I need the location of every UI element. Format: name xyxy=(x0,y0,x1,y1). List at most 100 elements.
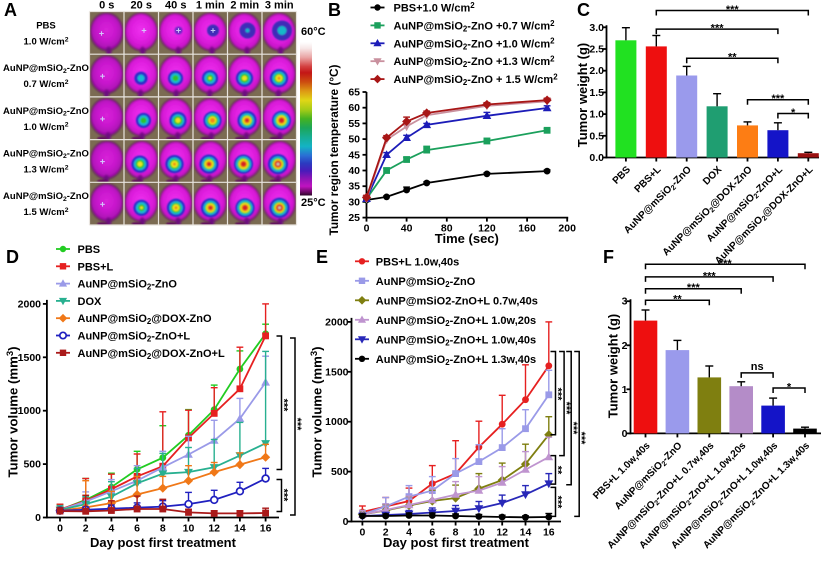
svg-text:***: *** xyxy=(277,489,289,503)
svg-text:3 min: 3 min xyxy=(265,0,294,12)
svg-text:1500: 1500 xyxy=(18,352,42,364)
svg-text:50: 50 xyxy=(348,134,360,146)
svg-text:**: ** xyxy=(551,466,563,475)
svg-text:*: * xyxy=(787,382,792,394)
svg-text:3: 3 xyxy=(622,296,628,308)
svg-text:Tumor region temperature (°C): Tumor region temperature (°C) xyxy=(327,64,341,235)
svg-text:PBS+L 1.0w,40s: PBS+L 1.0w,40s xyxy=(376,256,459,268)
svg-text:16: 16 xyxy=(543,527,555,539)
svg-text:AuNP@mSiO2​-ZnO+L 1.3w,40s: AuNP@mSiO2​-ZnO+L 1.3w,40s xyxy=(376,354,536,367)
svg-text:***: *** xyxy=(551,496,563,510)
svg-text:***: *** xyxy=(575,432,587,446)
svg-text:25: 25 xyxy=(348,212,360,224)
svg-text:Tumor weight (g): Tumor weight (g) xyxy=(575,43,590,147)
svg-text:35: 35 xyxy=(348,181,360,193)
svg-text:2.5: 2.5 xyxy=(589,44,604,56)
svg-text:***: *** xyxy=(726,4,740,16)
svg-text:PBS+L: PBS+L xyxy=(78,261,114,273)
svg-text:14: 14 xyxy=(520,527,532,539)
svg-text:AuNP@mSiO2​-ZnO: AuNP@mSiO2​-ZnO xyxy=(3,148,89,160)
svg-text:12: 12 xyxy=(496,527,508,539)
svg-text:***: *** xyxy=(291,418,303,432)
svg-text:AuNP@mSiO2​-ZnO: AuNP@mSiO2​-ZnO xyxy=(376,276,476,289)
svg-text:1.5 W/cm2​: 1.5 W/cm2​ xyxy=(24,207,69,218)
svg-text:Day post first treatment: Day post first treatment xyxy=(383,535,530,550)
svg-text:30: 30 xyxy=(348,196,360,208)
svg-text:1000: 1000 xyxy=(325,416,349,428)
svg-text:C: C xyxy=(577,0,590,20)
svg-text:***: *** xyxy=(687,282,701,294)
svg-text:2 min: 2 min xyxy=(230,0,259,12)
svg-text:0: 0 xyxy=(622,428,628,440)
svg-text:1 min: 1 min xyxy=(196,0,225,12)
svg-text:AuNP@mSiO2​-ZnO +1.3 W/cm2​: AuNP@mSiO2​-ZnO +1.3 W/cm2​ xyxy=(394,55,556,70)
svg-text:8: 8 xyxy=(453,527,459,539)
svg-text:0.5: 0.5 xyxy=(589,130,604,142)
svg-text:F: F xyxy=(603,247,614,267)
svg-text:AuNP@mSiO2​-ZnO: AuNP@mSiO2​-ZnO xyxy=(3,106,89,118)
svg-text:55: 55 xyxy=(348,118,360,130)
svg-text:0.7 W/cm2​: 0.7 W/cm2​ xyxy=(24,79,69,90)
svg-text:40 s: 40 s xyxy=(165,0,186,12)
svg-text:1.0 W/cm2​: 1.0 W/cm2​ xyxy=(24,122,69,133)
svg-text:200: 200 xyxy=(558,223,576,235)
svg-text:60: 60 xyxy=(348,102,360,114)
svg-text:AuNP@mSiO2-ZnO+L 0.7w,40s: AuNP@mSiO2-ZnO+L 0.7w,40s xyxy=(376,295,538,307)
svg-text:PBS+L 1.0w,40s: PBS+L 1.0w,40s xyxy=(591,440,653,502)
svg-text:25°C: 25°C xyxy=(301,197,326,209)
svg-text:***: *** xyxy=(711,23,725,35)
svg-text:1.0 W/cm2​: 1.0 W/cm2​ xyxy=(24,36,69,47)
svg-text:500: 500 xyxy=(331,466,349,478)
svg-text:4: 4 xyxy=(108,523,114,535)
svg-text:AuNP@mSiO2​@DOX-ZnO: AuNP@mSiO2​@DOX-ZnO xyxy=(78,313,212,326)
svg-text:6: 6 xyxy=(429,527,435,539)
svg-text:80: 80 xyxy=(441,223,453,235)
svg-text:ns: ns xyxy=(751,361,764,373)
svg-text:**: ** xyxy=(673,294,682,306)
svg-text:2: 2 xyxy=(622,340,628,352)
svg-text:10: 10 xyxy=(473,527,485,539)
svg-text:0: 0 xyxy=(359,527,365,539)
svg-text:**: ** xyxy=(728,52,737,64)
svg-text:2000: 2000 xyxy=(18,298,42,310)
svg-text:8: 8 xyxy=(160,523,166,535)
svg-text:***: *** xyxy=(277,399,289,413)
svg-text:*: * xyxy=(791,107,796,119)
svg-text:40: 40 xyxy=(401,223,413,235)
svg-text:AuNP@mSiO2​-ZnO +1.0 W/cm2​: AuNP@mSiO2​-ZnO +1.0 W/cm2​ xyxy=(394,37,556,52)
svg-text:4: 4 xyxy=(406,527,412,539)
svg-text:16: 16 xyxy=(260,523,272,535)
svg-text:DOX: DOX xyxy=(701,164,724,187)
svg-text:Tumor volume (mm3​): Tumor volume (mm3​) xyxy=(309,346,324,477)
svg-text:60°C: 60°C xyxy=(301,26,326,38)
svg-text:160: 160 xyxy=(518,223,536,235)
svg-text:Tumor weight (g): Tumor weight (g) xyxy=(606,314,621,418)
svg-text:500: 500 xyxy=(23,459,41,471)
svg-text:1.0: 1.0 xyxy=(589,109,604,121)
svg-text:AuNP@mSiO2​-ZnO: AuNP@mSiO2​-ZnO xyxy=(78,279,178,292)
svg-text:E: E xyxy=(316,247,328,267)
svg-text:***: *** xyxy=(719,258,733,270)
svg-text:1: 1 xyxy=(622,384,628,396)
svg-text:A: A xyxy=(4,0,17,20)
svg-text:***: *** xyxy=(551,388,563,402)
svg-text:40: 40 xyxy=(348,165,360,177)
svg-text:PBS: PBS xyxy=(36,20,56,31)
svg-text:120: 120 xyxy=(478,223,496,235)
svg-text:1000: 1000 xyxy=(18,405,42,417)
svg-text:AuNP@mSiO2​-ZnO+L 1.0w,20s: AuNP@mSiO2​-ZnO+L 1.0w,20s xyxy=(376,315,536,328)
svg-text:0: 0 xyxy=(35,512,41,524)
svg-text:0 s: 0 s xyxy=(99,0,114,12)
svg-text:***: *** xyxy=(771,93,785,105)
svg-text:0: 0 xyxy=(57,523,63,535)
svg-text:0.0: 0.0 xyxy=(589,152,604,164)
svg-text:***: *** xyxy=(703,270,717,282)
svg-text:Tumor volume (mm3​): Tumor volume (mm3​) xyxy=(5,346,20,477)
svg-text:45: 45 xyxy=(348,149,360,161)
svg-text:12: 12 xyxy=(208,523,220,535)
svg-text:0: 0 xyxy=(343,516,349,528)
svg-text:2000: 2000 xyxy=(325,316,349,328)
svg-text:65: 65 xyxy=(348,86,360,98)
svg-text:PBS+1.0 W/cm2​: PBS+1.0 W/cm2​ xyxy=(394,1,476,15)
svg-text:6: 6 xyxy=(134,523,140,535)
